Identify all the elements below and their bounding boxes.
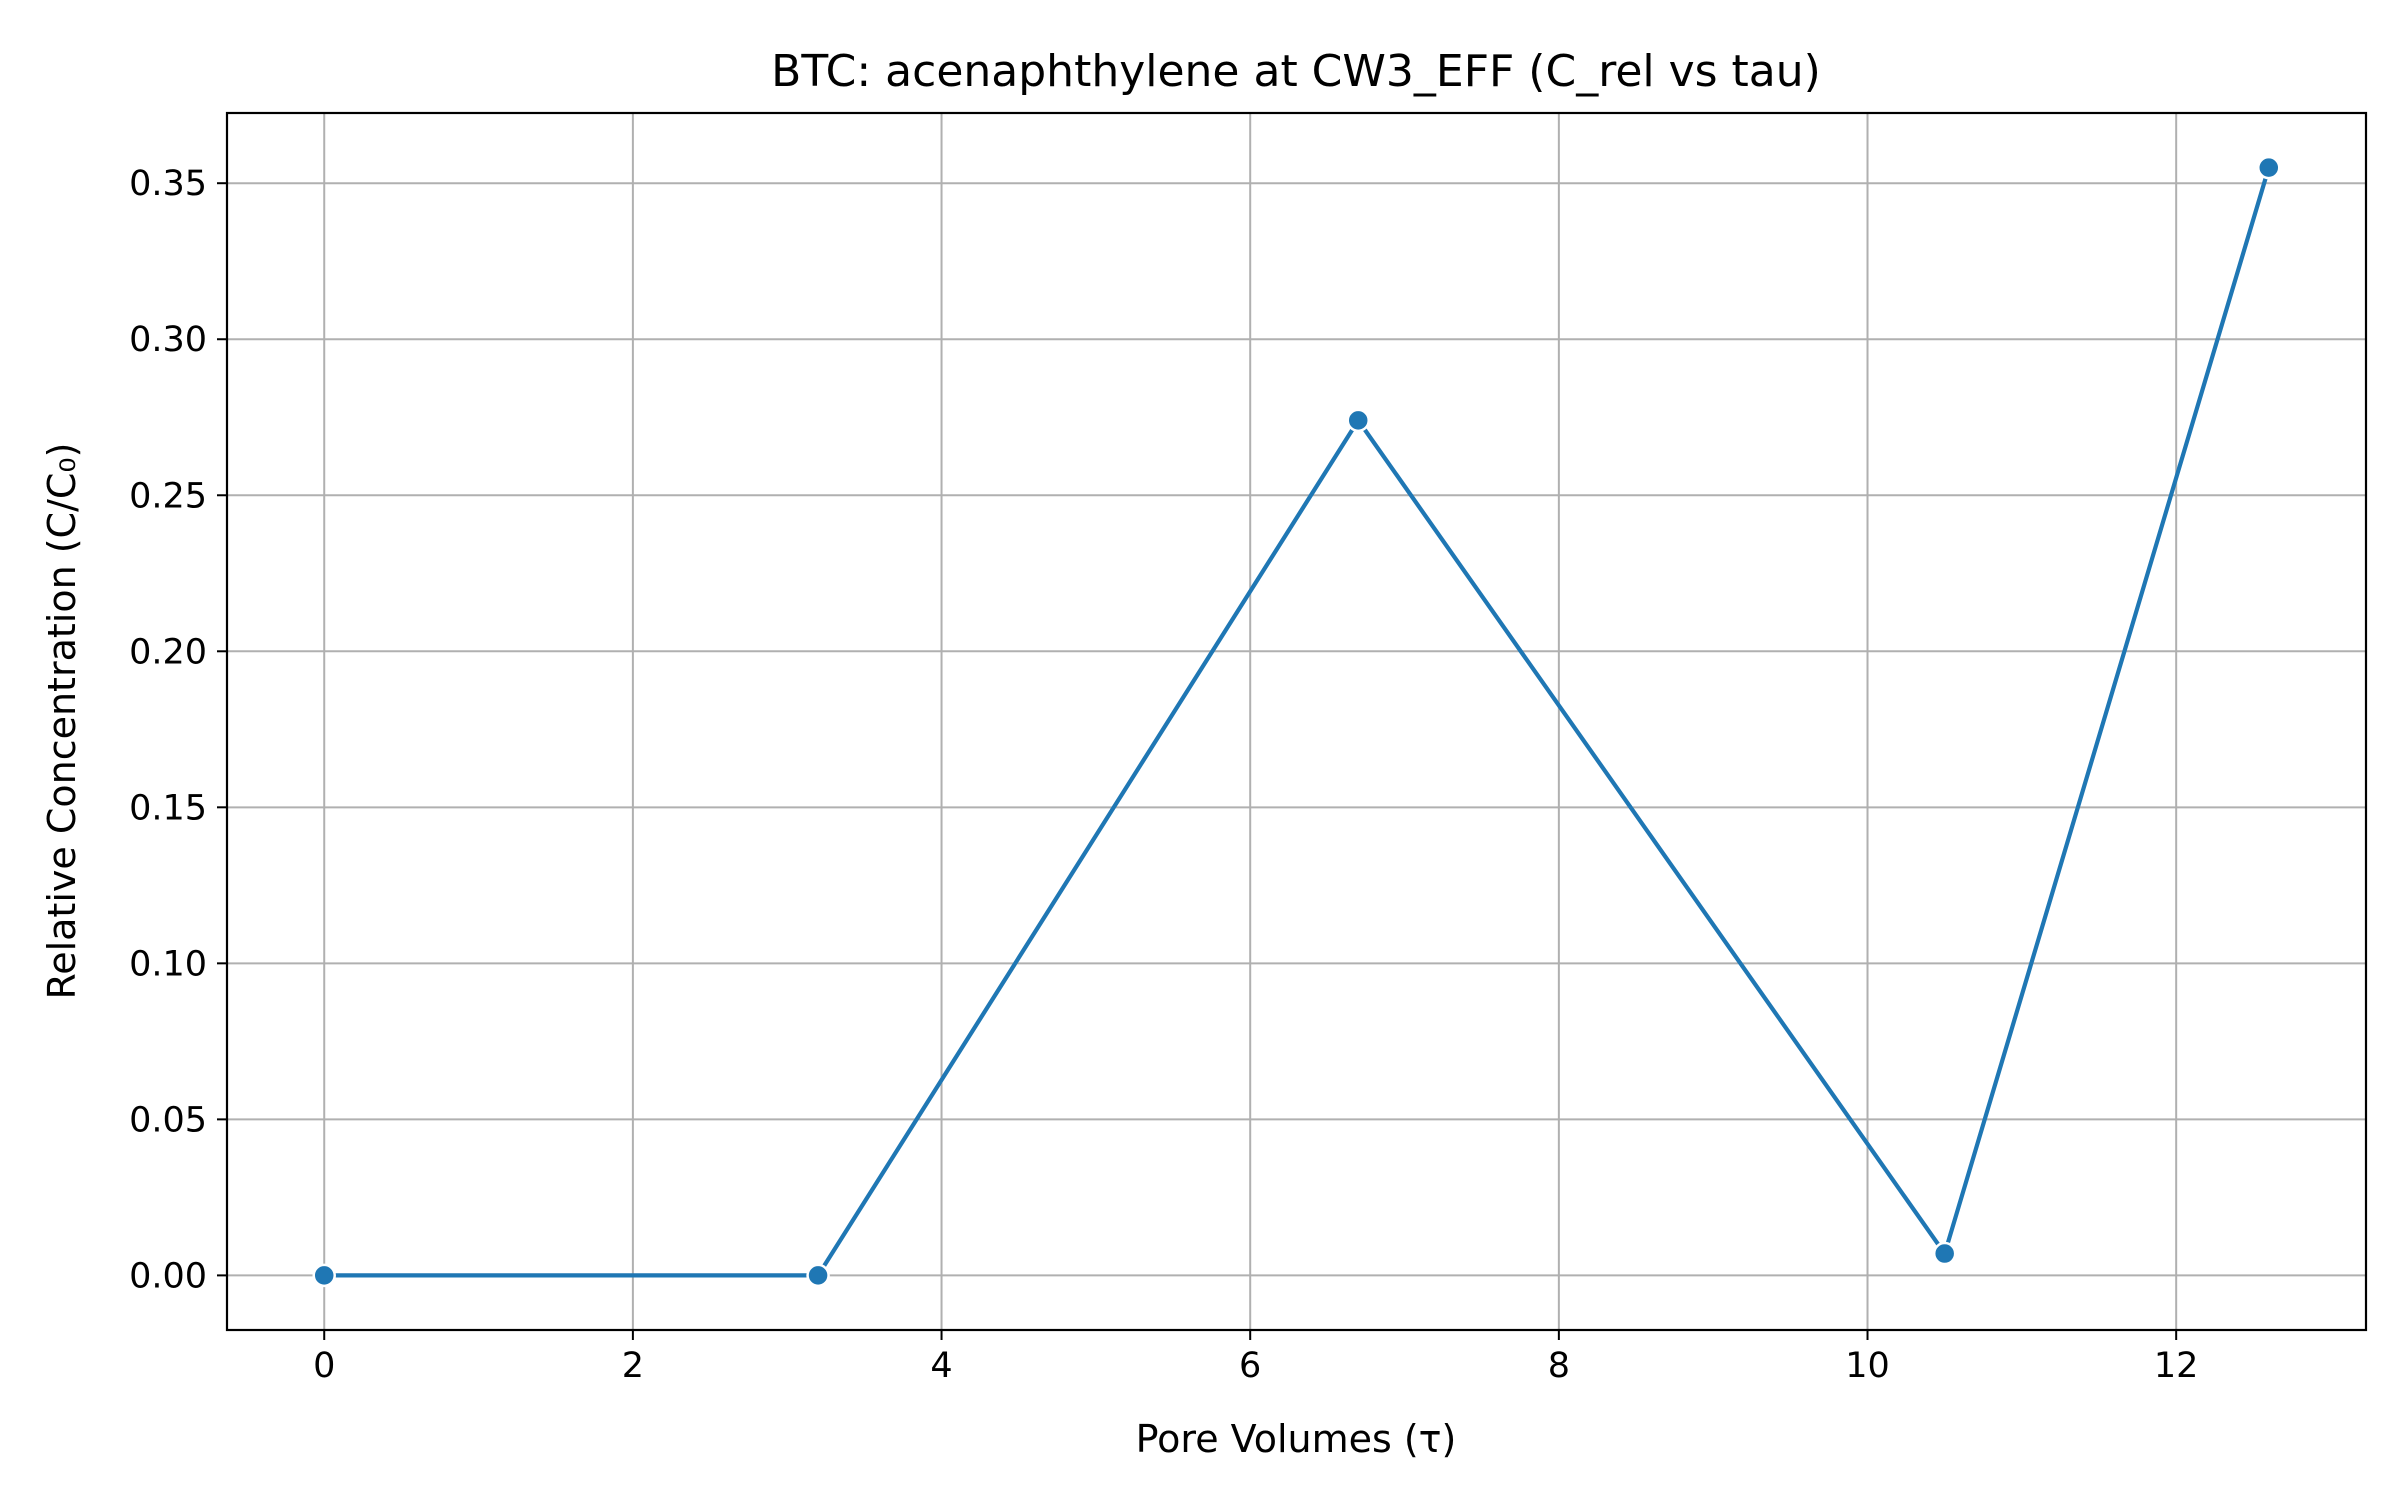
y-tick-label: 0.10 (129, 944, 207, 984)
chart-title: BTC: acenaphthylene at CW3_EFF (C_rel vs… (771, 46, 1821, 97)
data-point (1346, 408, 1370, 433)
y-tick-label: 0.30 (129, 320, 207, 360)
x-tick-label: 10 (1845, 1346, 1890, 1386)
y-tick-label: 0.15 (129, 788, 207, 828)
x-tick-label: 2 (622, 1346, 644, 1386)
plot-frame (225, 111, 2368, 1332)
data-point (2257, 155, 2281, 180)
data-point (1932, 1241, 1957, 1266)
series-layer (312, 155, 2281, 1288)
y-tick-label: 0.00 (129, 1256, 207, 1296)
data-point (806, 1263, 830, 1288)
x-tick-label: 12 (2154, 1346, 2199, 1386)
x-tick-label: 0 (313, 1346, 335, 1386)
data-point (312, 1263, 336, 1288)
x-tick-label: 8 (1548, 1346, 1570, 1386)
y-axis-label: Relative Concentration (C/C₀) (40, 443, 84, 1000)
y-tick-label: 0.35 (129, 164, 207, 204)
x-axis-label: Pore Volumes (τ) (1136, 1417, 1457, 1461)
x-tick-label: 6 (1239, 1346, 1261, 1386)
y-tick-label: 0.25 (129, 476, 207, 516)
y-tick-label: 0.05 (129, 1100, 207, 1140)
axis-ticks: 0 2 4 6 8 10 12 0.00 0.05 0.10 0.15 0.20 0.25 0.30 0.3… (129, 164, 2198, 1386)
x-tick-label: 4 (930, 1346, 952, 1386)
y-tick-label: 0.20 (129, 632, 207, 672)
